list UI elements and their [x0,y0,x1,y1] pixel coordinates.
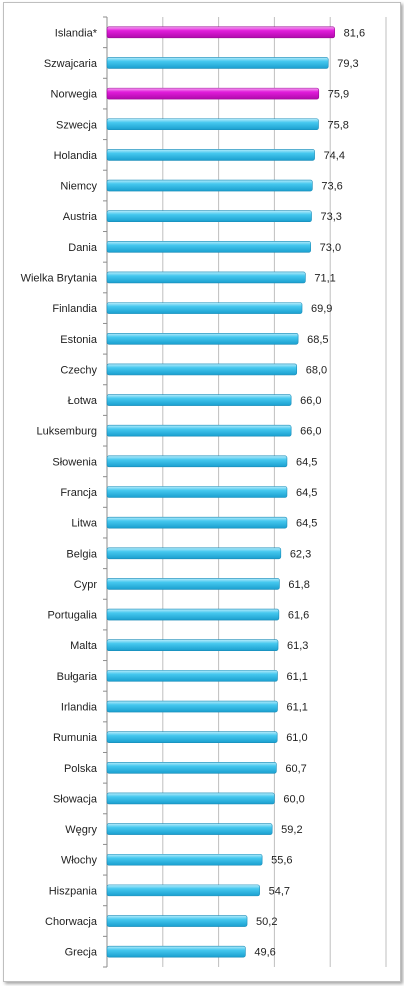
bar [106,853,263,866]
bar [106,762,277,774]
bar [106,792,275,805]
value-label: 60,0 [283,793,304,805]
category-label: Rumunia [53,732,98,744]
bar [106,57,329,69]
bar [106,945,246,958]
value-label: 55,6 [271,855,292,867]
category-label: Niemcy [60,181,97,193]
grid-lines [103,16,387,968]
category-label: Islandia* [55,27,98,39]
bar [106,516,288,529]
category-label: Irlandia [61,702,98,714]
value-label: 61,0 [286,732,307,744]
category-label: Szwajcaria [44,58,98,70]
bar [106,424,292,437]
bar [106,670,278,682]
bar [106,884,260,897]
value-label: 68,5 [307,334,328,346]
value-label: 75,9 [328,89,349,101]
bar [106,210,312,222]
bars [106,26,335,958]
value-label: 79,3 [337,58,358,70]
labels: Islandia* 81,6 Szwajcaria 79,3 Norwegia 75,9 S… [21,27,366,958]
value-label: 73,6 [321,181,342,193]
category-label: Litwa [71,518,98,530]
value-label: 61,8 [288,579,309,591]
bar [106,241,311,253]
category-label: Cypr [74,579,98,591]
category-label: Bułgaria [57,671,98,683]
category-label: Słowacja [53,793,98,805]
value-label: 64,5 [296,456,317,468]
category-label: Francja [60,487,98,499]
bar [106,486,288,498]
category-label: Szwecja [56,119,98,131]
value-label: 50,2 [256,916,277,928]
bar [106,547,282,560]
bar [106,608,280,621]
category-label: Węgry [65,824,97,836]
bar [106,179,313,192]
bar [106,394,292,406]
value-label: 73,3 [321,211,342,223]
category-label: Finlandia [52,303,98,315]
bar [106,700,278,713]
category-label: Grecja [65,947,98,959]
bar [106,455,288,468]
category-label: Belgia [66,548,97,560]
value-label: 66,0 [300,426,321,438]
category-label: Holandia [54,150,98,162]
bar [106,363,298,376]
value-label: 64,5 [296,487,317,499]
value-label: 75,8 [327,119,348,131]
category-label: Chorwacja [45,916,98,928]
category-label: Łotwa [68,395,98,407]
category-label: Czechy [60,364,97,376]
category-label: Austria [63,211,98,223]
bar [106,87,320,100]
category-label: Dania [68,242,98,254]
bar [106,26,335,39]
category-label: Malta [70,640,98,652]
value-label: 68,0 [306,364,327,376]
value-label: 81,6 [344,27,365,39]
value-label: 61,3 [287,640,308,652]
category-label: Norwegia [51,89,98,101]
value-label: 66,0 [300,395,321,407]
value-label: 73,0 [320,242,341,254]
category-label: Wielka Brytania [21,272,98,284]
value-label: 71,1 [314,272,335,284]
category-label: Estonia [60,334,98,346]
value-label: 61,1 [286,671,307,683]
value-label: 62,3 [290,548,311,560]
bar [106,118,319,131]
category-label: Portugalia [47,610,97,622]
bar [106,731,278,743]
category-label: Słowenia [52,456,98,468]
bar [106,332,299,345]
value-label: 54,7 [269,885,290,897]
category-label: Luksemburg [36,426,97,438]
bar [106,271,306,284]
category-label: Polska [64,763,98,775]
value-label: 60,7 [285,763,306,775]
value-label: 61,1 [286,702,307,714]
bar [106,302,303,314]
bar [106,823,273,835]
category-label: Hiszpania [49,885,98,897]
value-label: 74,4 [324,150,345,162]
bar [106,578,280,590]
value-label: 49,6 [254,947,275,959]
value-label: 59,2 [281,824,302,836]
value-label: 69,9 [311,303,332,315]
category-label: Włochy [61,855,98,867]
bar [106,639,279,652]
value-label: 64,5 [296,518,317,530]
bar [106,915,248,927]
bar [106,149,315,161]
value-label: 61,6 [288,610,309,622]
